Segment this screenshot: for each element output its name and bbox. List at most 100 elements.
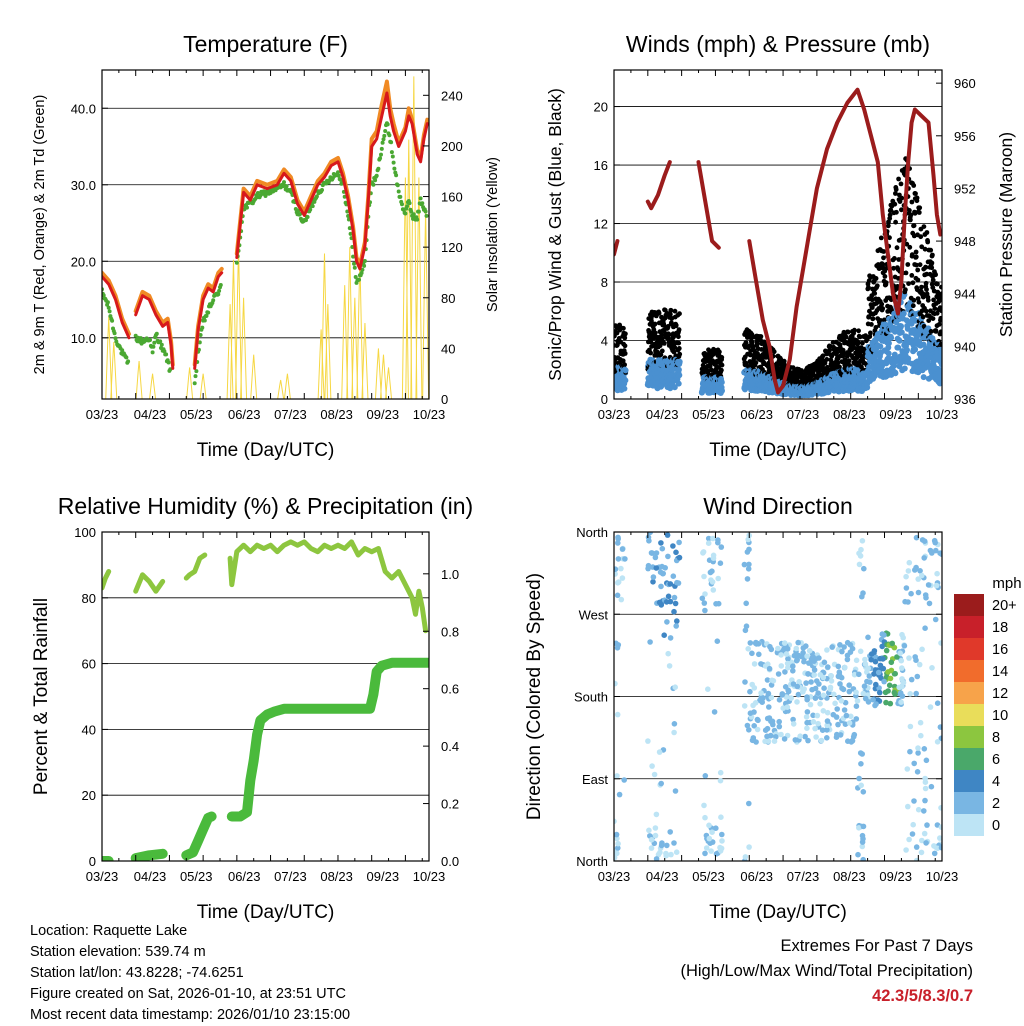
x-tick-label: 10/23 bbox=[926, 407, 959, 422]
pressure-line bbox=[696, 160, 721, 250]
y-tick-label-right: 956 bbox=[954, 129, 976, 144]
gust-point bbox=[652, 330, 658, 336]
direction-point bbox=[846, 688, 853, 695]
direction-point bbox=[837, 681, 843, 687]
direction-point bbox=[923, 757, 930, 764]
direction-point bbox=[671, 594, 678, 601]
gust-point bbox=[673, 322, 679, 328]
x-tick-label: 06/23 bbox=[228, 869, 261, 884]
direction-point bbox=[931, 843, 937, 849]
gust-point bbox=[866, 285, 871, 290]
direction-point bbox=[741, 703, 748, 709]
gust-point bbox=[658, 352, 664, 358]
gust-point bbox=[622, 343, 628, 349]
y-tick-label-right: 160 bbox=[441, 190, 463, 205]
direction-point bbox=[898, 699, 904, 705]
gust-point bbox=[888, 207, 894, 213]
direction-point bbox=[758, 690, 764, 696]
y-tick-label-right: 940 bbox=[954, 339, 976, 354]
insolation-line bbox=[324, 304, 332, 399]
direction-point bbox=[886, 682, 893, 689]
gust-point bbox=[666, 331, 672, 337]
direction-point bbox=[794, 683, 801, 690]
wind-point bbox=[938, 361, 942, 368]
direction-point bbox=[783, 651, 790, 657]
gust-point bbox=[917, 205, 923, 211]
direction-point bbox=[664, 619, 670, 625]
direction-point bbox=[671, 840, 677, 846]
wind-point bbox=[896, 337, 903, 344]
direction-point bbox=[776, 697, 783, 703]
direction-point bbox=[872, 658, 879, 665]
colorbar-swatch bbox=[954, 748, 984, 770]
insolation-line bbox=[317, 329, 325, 399]
y-axis-label: Direction (Colored By Speed) bbox=[524, 573, 545, 820]
direction-point bbox=[897, 690, 904, 696]
direction-point bbox=[853, 689, 859, 696]
direction-point bbox=[768, 682, 775, 688]
wind-point bbox=[885, 340, 892, 347]
x-tick-label: 05/23 bbox=[180, 407, 213, 422]
direction-point bbox=[918, 732, 924, 739]
direction-point bbox=[894, 654, 900, 660]
gust-point bbox=[615, 342, 620, 348]
direction-point bbox=[857, 553, 864, 559]
direction-point bbox=[778, 663, 785, 669]
direction-point bbox=[717, 777, 724, 784]
insolation-line bbox=[250, 354, 258, 399]
direction-point bbox=[749, 650, 755, 657]
direction-point bbox=[915, 589, 922, 596]
direction-point bbox=[829, 644, 835, 650]
direction-point bbox=[858, 761, 864, 767]
wind-point bbox=[895, 344, 902, 351]
direction-point bbox=[873, 654, 879, 661]
gust-point bbox=[915, 277, 921, 283]
direction-point bbox=[877, 655, 883, 662]
direction-point bbox=[710, 535, 716, 542]
gust-point bbox=[843, 334, 849, 340]
direction-point bbox=[923, 840, 929, 846]
direction-point bbox=[865, 665, 871, 672]
dewpoint-point bbox=[126, 359, 131, 364]
gust-point bbox=[717, 349, 722, 355]
y-tick-label: West bbox=[579, 607, 609, 622]
gust-point bbox=[938, 329, 942, 335]
direction-point bbox=[793, 657, 800, 664]
direction-point bbox=[801, 658, 807, 665]
wind-point bbox=[621, 385, 628, 392]
direction-point bbox=[762, 738, 768, 745]
gust-point bbox=[931, 297, 936, 303]
dewpoint-point bbox=[423, 209, 428, 214]
direction-point bbox=[701, 600, 708, 606]
direction-point bbox=[862, 695, 869, 702]
gust-point bbox=[880, 306, 886, 311]
gust-point bbox=[907, 208, 912, 213]
direction-point bbox=[860, 836, 866, 842]
y-axis-label: Percent & Total Rainfall bbox=[31, 598, 52, 795]
rh-line bbox=[183, 552, 208, 581]
gust-point bbox=[648, 339, 654, 345]
direction-point bbox=[900, 679, 907, 686]
gust-point bbox=[921, 224, 927, 230]
direction-point bbox=[824, 718, 831, 724]
gust-point bbox=[894, 245, 900, 251]
insolation-line bbox=[240, 297, 248, 399]
direction-point bbox=[804, 696, 810, 703]
extremes-box: Extremes For Past 7 Days (High/Low/Max W… bbox=[680, 934, 973, 1009]
direction-point bbox=[717, 844, 723, 851]
direction-point bbox=[803, 714, 810, 720]
dewpoint-point bbox=[403, 211, 408, 216]
direction-point bbox=[741, 561, 748, 568]
gust-point bbox=[885, 309, 891, 314]
dewpoint-point bbox=[304, 218, 308, 223]
dewpoint-point bbox=[113, 336, 118, 341]
y-tick-label: 8 bbox=[601, 275, 608, 290]
dewpoint-point bbox=[348, 231, 353, 236]
panel-2: 03/23 04/23 05/23 06/23 07/23 08/23 09/23 10/23… bbox=[545, 31, 1016, 461]
gust-point bbox=[883, 280, 889, 286]
direction-point bbox=[707, 840, 713, 846]
direction-point bbox=[754, 726, 761, 733]
direction-point bbox=[794, 699, 800, 705]
direction-point bbox=[889, 640, 895, 647]
direction-point bbox=[661, 632, 667, 638]
